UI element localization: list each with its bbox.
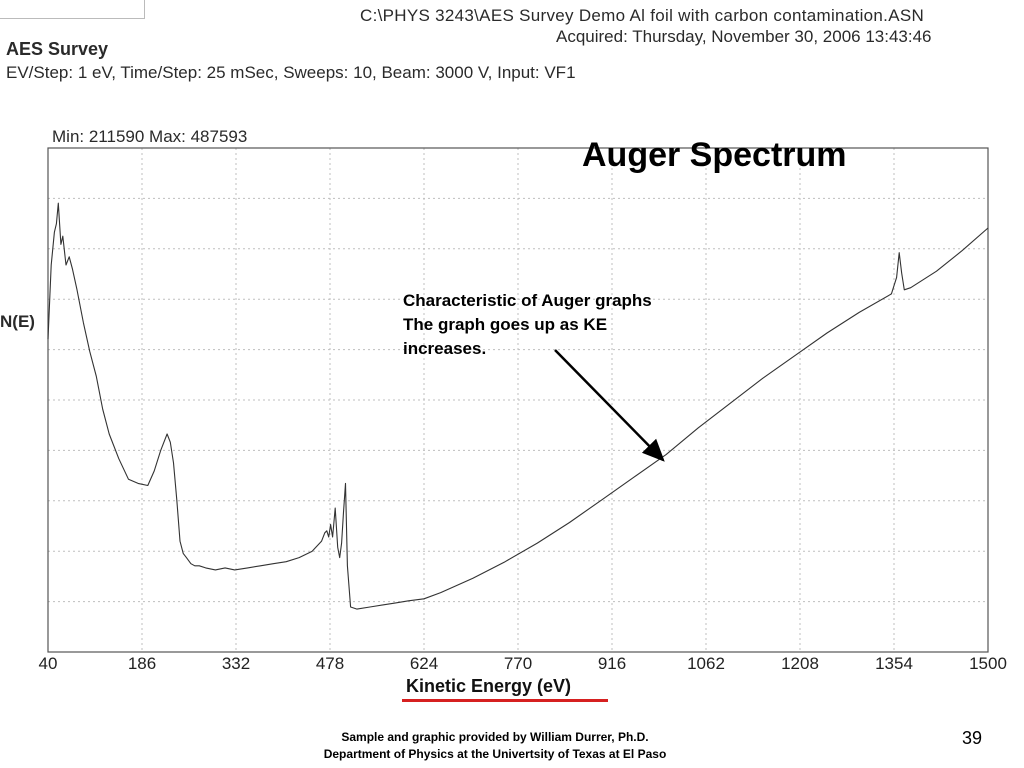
footer-credit: Sample and graphic provided by William D… — [0, 729, 990, 763]
footer-line-2: Department of Physics at the Univertsity… — [323, 747, 667, 761]
plot-frame — [47, 147, 989, 653]
survey-title: AES Survey — [6, 39, 109, 59]
x-tick-label: 1208 — [781, 654, 819, 673]
x-axis-label: Kinetic Energy (eV) — [406, 676, 572, 696]
x-tick-label: 478 — [316, 654, 344, 673]
x-tick-label: 624 — [410, 654, 438, 673]
annotation-arrow — [554, 349, 665, 462]
file-path: C:\PHYS 3243\AES Survey Demo Al foil wit… — [360, 6, 925, 25]
x-tick-label: 916 — [598, 654, 626, 673]
annotation-text: Characteristic of Auger graphs The graph… — [403, 289, 652, 361]
x-tick-label: 1354 — [875, 654, 913, 673]
x-tick-label: 186 — [128, 654, 156, 673]
grid — [47, 148, 989, 652]
chart-title: Auger Spectrum — [582, 136, 847, 174]
footer-line-1: Sample and graphic provided by William D… — [341, 730, 649, 744]
x-tick-label: 332 — [222, 654, 250, 673]
acquisition-parameters: EV/Step: 1 eV, Time/Step: 25 mSec, Sweep… — [6, 63, 576, 82]
x-tick-label: 1062 — [687, 654, 725, 673]
annotation-line-1: Characteristic of Auger graphs — [403, 291, 652, 310]
annotation-line-3: increases. — [403, 339, 487, 358]
min-max-readout: Min: 211590 Max: 487593 — [52, 127, 248, 146]
x-tick-label: 770 — [504, 654, 532, 673]
annotation-line-2: The graph goes up as KE — [403, 315, 608, 334]
page-number: 39 — [962, 728, 983, 748]
x-tick-labels: 40 186 332 478 624 770 916 1062 1208 1354 1500 — [39, 654, 1007, 673]
acquired-timestamp: Acquired: Thursday, November 30, 2006 13… — [556, 27, 932, 46]
header-corner-box — [0, 0, 145, 19]
x-tick-label: 1500 — [969, 654, 1007, 673]
x-tick-label: 40 — [39, 654, 58, 673]
x-axis-label-underline — [402, 699, 608, 702]
spectrum-trace — [47, 202, 989, 610]
y-axis-label: N(E) — [0, 312, 35, 331]
